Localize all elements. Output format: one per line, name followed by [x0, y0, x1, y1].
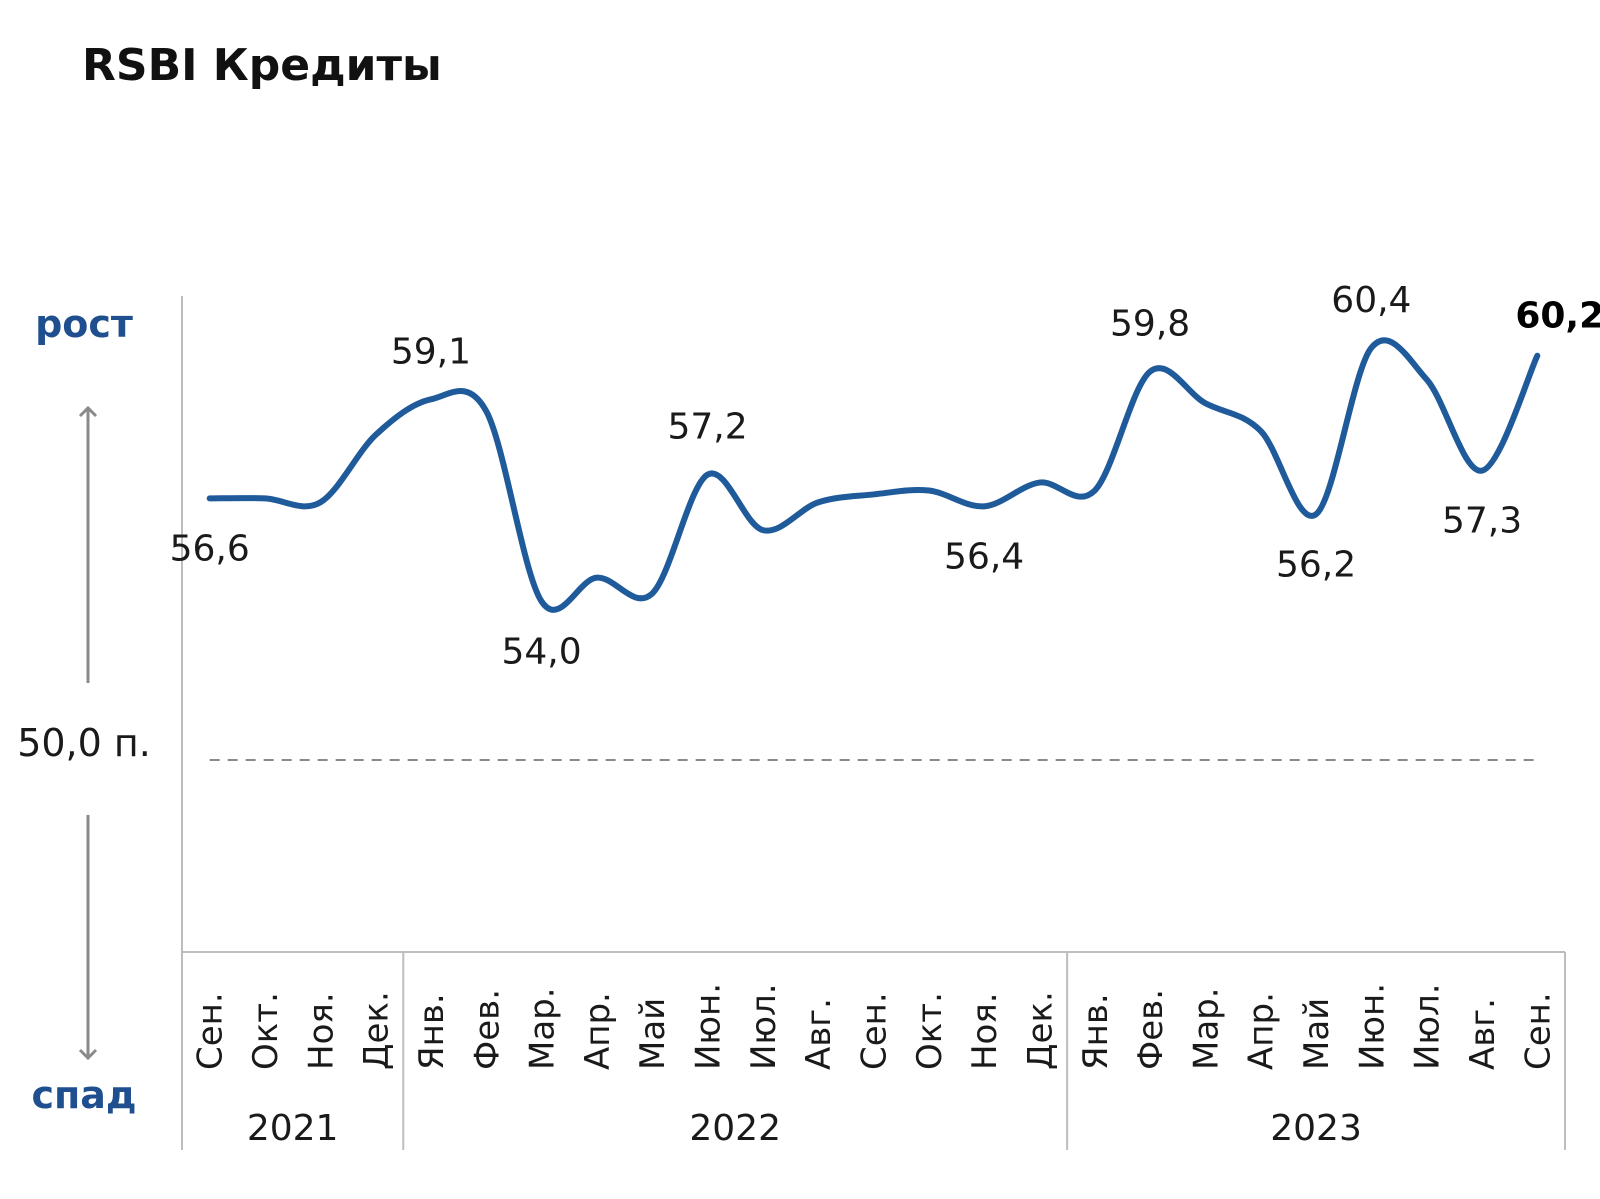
x-tick-label: Окт.	[910, 992, 950, 1070]
x-axis-category-table	[182, 951, 1566, 1150]
year-labels: 2021 2022 2023	[247, 1108, 1362, 1149]
threshold-label: 50,0 п.	[17, 721, 151, 765]
data-label: 59,8	[1110, 304, 1190, 345]
data-label: 59,1	[391, 331, 471, 372]
x-tick-label: Окт.	[246, 992, 286, 1070]
data-label: 54,0	[502, 631, 582, 672]
x-tick-label: Дек.	[1020, 991, 1060, 1070]
year-label: 2021	[247, 1108, 339, 1149]
data-label: 57,2	[667, 407, 747, 448]
data-label: 57,3	[1442, 501, 1522, 542]
data-label: 60,2	[1515, 296, 1600, 337]
x-tick-label: Сен.	[1518, 992, 1558, 1070]
x-tick-label: Ноя.	[965, 992, 1005, 1070]
data-label: 56,6	[170, 528, 250, 569]
x-tick-label: Апр.	[1242, 992, 1282, 1070]
x-tick-label: Авг.	[1463, 998, 1503, 1070]
x-tick-label: Июл.	[1408, 983, 1448, 1070]
year-label: 2022	[689, 1108, 781, 1149]
data-label: 60,4	[1331, 280, 1411, 321]
x-tick-label: Май	[1297, 998, 1337, 1070]
decline-label: спад	[31, 1073, 136, 1117]
year-label: 2023	[1270, 1108, 1362, 1149]
x-tick-label: Май	[633, 998, 673, 1070]
growth-label: рост	[35, 302, 133, 346]
x-tick-label: Апр.	[578, 992, 618, 1070]
x-tick-label: Сен.	[191, 992, 231, 1070]
x-tick-label: Фев.	[1131, 989, 1171, 1070]
x-tick-label: Дек.	[357, 991, 397, 1070]
data-labels: 56,6 59,1 54,0 57,2 56,4 59,8 56,2 60,4 57,3 60,2	[170, 280, 1600, 673]
x-tick-label: Фев.	[467, 989, 507, 1070]
x-tick-label: Июн.	[1352, 983, 1392, 1070]
x-tick-label: Июн.	[689, 983, 729, 1070]
month-labels: Сен. Окт. Ноя. Дек. Янв. Фев. Мар. Апр. Май Июн. И…	[191, 983, 1559, 1070]
x-tick-label: Мар.	[523, 987, 563, 1070]
x-tick-label: Авг.	[799, 998, 839, 1070]
x-tick-label: Мар.	[1186, 987, 1226, 1070]
chart-title: RSBI Кредиты	[82, 40, 442, 91]
x-tick-label: Июл.	[744, 983, 784, 1070]
series-line	[206, 337, 1541, 613]
x-tick-label: Янв.	[1076, 993, 1116, 1070]
x-tick-label: Сен.	[855, 992, 895, 1070]
x-tick-label: Янв.	[412, 993, 452, 1070]
data-label: 56,2	[1276, 544, 1356, 585]
data-label: 56,4	[944, 536, 1024, 577]
x-tick-label: Ноя.	[301, 992, 341, 1070]
